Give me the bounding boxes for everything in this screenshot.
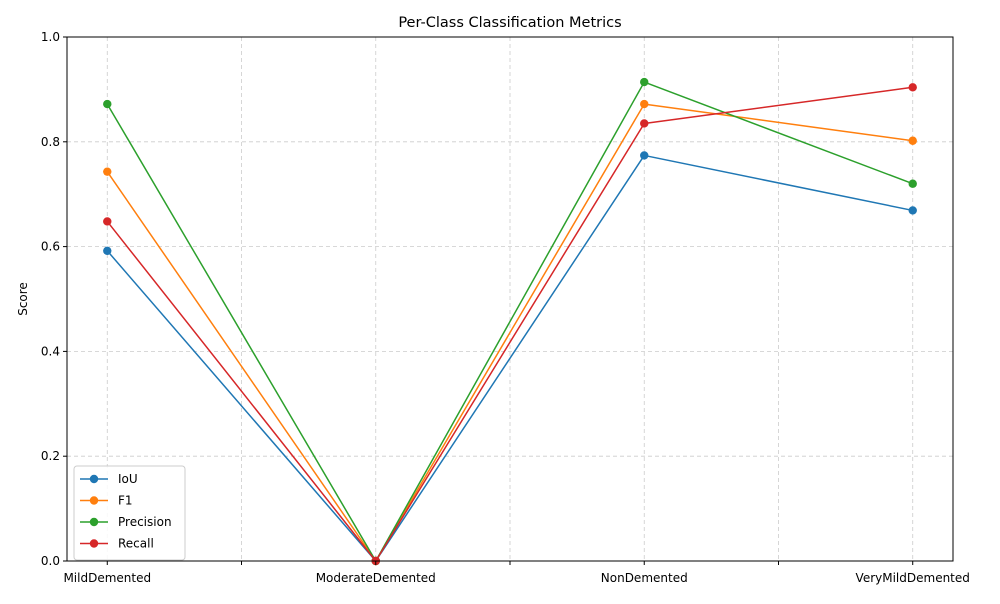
- y-tick-label: 1.0: [41, 30, 60, 44]
- x-tick-label: VeryMildDemented: [856, 571, 970, 585]
- y-axis-label: Score: [16, 282, 30, 316]
- legend-marker: [89, 517, 99, 527]
- y-tick-label: 0.2: [41, 449, 60, 463]
- chart-title: Per-Class Classification Metrics: [398, 15, 621, 31]
- data-point: [640, 77, 649, 87]
- series-line: [106, 86, 913, 562]
- grid: [67, 36, 953, 562]
- legend-label: Precision: [118, 515, 172, 529]
- series-line: [106, 81, 913, 562]
- series-line: [106, 154, 913, 562]
- data-point: [908, 83, 917, 92]
- legend-label: Recall: [118, 537, 154, 551]
- series-layer: [103, 77, 917, 566]
- y-tick-label: 0.6: [41, 240, 60, 254]
- series-line: [106, 103, 913, 562]
- y-tick-label: 0.4: [41, 344, 60, 358]
- x-tick-label: NonDemented: [601, 571, 688, 585]
- legend-label: F1: [118, 494, 133, 508]
- axes: 0.0 0.2 0.4 0.6 0.8 1.0 MildDemented ModerateDe…: [41, 30, 970, 585]
- legend-marker: [89, 496, 99, 505]
- data-point: [908, 136, 917, 145]
- data-point: [640, 119, 649, 128]
- y-tick-label: 0.8: [41, 135, 60, 149]
- data-point: [103, 246, 112, 255]
- data-point: [103, 217, 112, 226]
- data-point: [103, 167, 112, 176]
- legend-label: IoU: [118, 472, 138, 486]
- x-tick-label: MildDemented: [63, 571, 151, 585]
- data-point: [640, 151, 649, 160]
- data-point: [908, 179, 917, 188]
- data-point: [640, 99, 649, 109]
- legend-box: [73, 465, 186, 561]
- legend-marker: [89, 474, 99, 484]
- y-tick-label: 0.0: [41, 554, 60, 568]
- legend-marker: [89, 539, 99, 548]
- data-point: [103, 99, 112, 109]
- legend: IoU F1 Precision Recall: [73, 465, 186, 561]
- data-point: [908, 206, 917, 215]
- x-tick-label: ModerateDemented: [316, 571, 436, 585]
